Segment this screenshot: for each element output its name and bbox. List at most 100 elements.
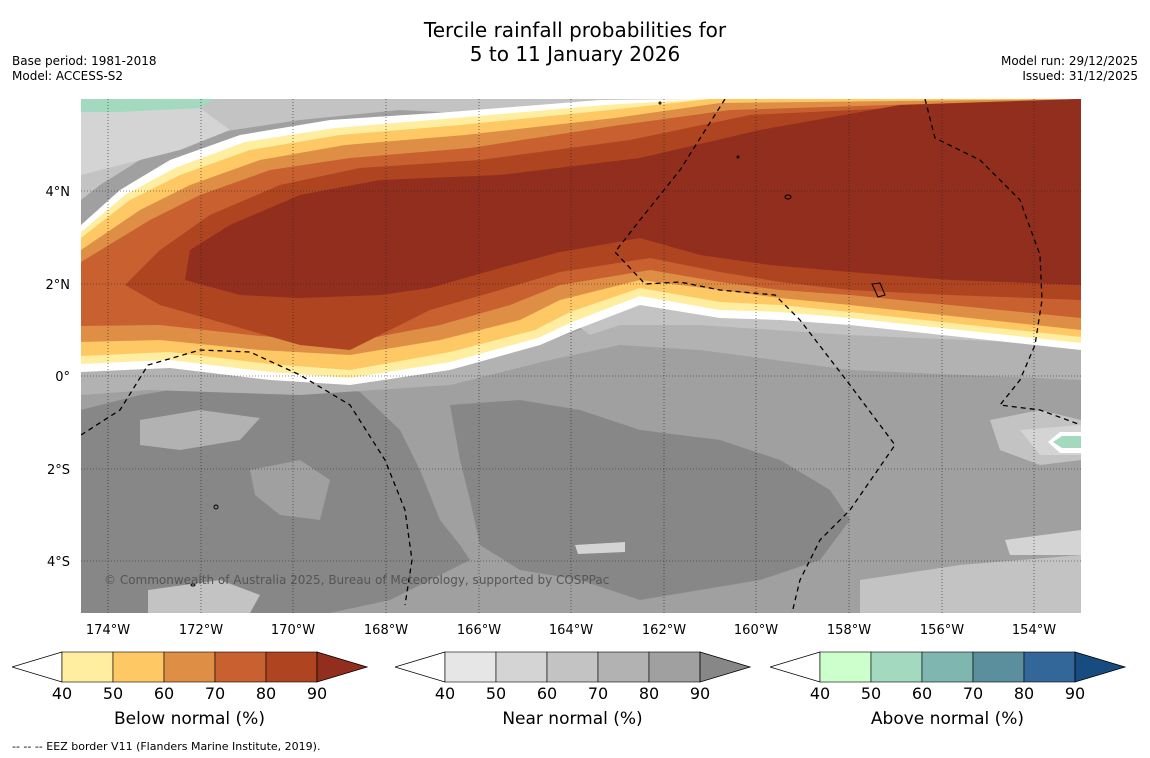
eez-footnote: -- -- -- EEZ border V11 (Flanders Marine… [12, 740, 321, 753]
near-colorbar-graphic [395, 651, 752, 683]
copyright-notice: © Commonwealth of Australia 2025, Bureau… [104, 573, 609, 587]
colorbar-tick-label: 80 [638, 684, 660, 703]
eez-borders [81, 99, 1081, 613]
colorbar-segment [163, 651, 216, 683]
model-run: Model run: 29/12/2025 [1000, 54, 1138, 68]
colorbar-tick-label: 80 [255, 684, 277, 703]
longitude-tick-label: 170°W [271, 623, 315, 638]
below-colorbar: 40 50 60 70 80 90 Below normal (%) [12, 650, 372, 740]
meta-left: Base period: 1981-2018 Model: ACCESS-S2 [12, 54, 157, 84]
colorbar-segment [265, 651, 318, 683]
longitude-labels: 174°W 172°W 170°W 168°W 166°W 164°W 162°W 160°W… [86, 623, 1056, 638]
colorbar-segment [495, 651, 548, 683]
colorbar-tick-label: 70 [204, 684, 226, 703]
near-normal-80-patch [250, 460, 330, 520]
colorbar-tick-label: 60 [536, 684, 558, 703]
longitude-tick-label: 166°W [457, 623, 501, 638]
colorbar-segment [597, 651, 650, 683]
colorbar-extend-high [699, 651, 752, 683]
below-colorbar-graphic [12, 651, 369, 683]
eez-border-right [924, 99, 1081, 426]
longitude-tick-label: 160°W [734, 623, 778, 638]
colorbar-segment [112, 651, 165, 683]
colorbar-extend-low [770, 651, 821, 683]
colorbar-segment [1023, 651, 1076, 683]
above-colorbar: 40 50 60 70 80 90 Above normal (%) [770, 650, 1130, 740]
colorbar-tick-label: 40 [434, 684, 456, 703]
colorbar-extend-high [1074, 651, 1127, 683]
colorbar-segment [972, 651, 1025, 683]
longitude-tick-label: 154°W [1012, 623, 1056, 638]
colorbar-extend-low [12, 651, 63, 683]
map-field: © Commonwealth of Australia 2025, Bureau… [81, 99, 1081, 613]
issued-date: Issued: 31/12/2025 [1022, 69, 1138, 83]
colorbar-title: Near normal (%) [502, 709, 643, 729]
latitude-tick-label: 4°S [47, 555, 70, 570]
near-colorbar: 40 50 60 70 80 90 Near normal (%) [395, 650, 755, 740]
colorbar-tick-label: 50 [485, 684, 507, 703]
latitude-tick-label: 4°N [46, 185, 71, 200]
eez-border-center [614, 99, 896, 613]
base-period: Base period: 1981-2018 [12, 54, 157, 68]
colorbar-segment [648, 651, 701, 683]
longitude-tick-label: 174°W [86, 623, 130, 638]
colorbar-tick-label: 70 [587, 684, 609, 703]
near-normal-50-patch [575, 542, 625, 554]
near-normal-60-patch [860, 555, 1081, 613]
colorbar-tick-label: 90 [689, 684, 711, 703]
near-normal-60-patch [148, 580, 260, 613]
colorbar-tick-label: 50 [860, 684, 882, 703]
island-outline [736, 155, 740, 159]
colorbar-segment [819, 651, 872, 683]
eez-border-left [81, 349, 413, 606]
colorbar-tick-label: 60 [911, 684, 933, 703]
colorbar-extend-high [316, 651, 369, 683]
latitude-tick-label: 0° [55, 370, 70, 385]
colorbar-title: Below normal (%) [114, 709, 265, 729]
meta-right: Model run: 29/12/2025 Issued: 31/12/2025 [1001, 54, 1138, 84]
below-normal-90 [185, 99, 1081, 298]
latitude-tick-label: 2°N [46, 278, 71, 293]
title-line-1: Tercile rainfall probabilities for [423, 18, 727, 42]
colorbar-segment [546, 651, 599, 683]
latitude-tick-label: 2°S [47, 463, 70, 478]
longitude-tick-label: 158°W [827, 623, 871, 638]
colorbar-tick-label: 90 [1064, 684, 1086, 703]
colorbar-tick-label: 40 [51, 684, 73, 703]
islands [190, 101, 886, 587]
colorbar-extend-low [395, 651, 446, 683]
above-normal-50-patch [81, 99, 215, 112]
colorbar-title: Above normal (%) [870, 709, 1025, 729]
longitude-tick-label: 156°W [920, 623, 964, 638]
colorbar-tick-label: 80 [1013, 684, 1035, 703]
colorbar-tick-label: 50 [102, 684, 124, 703]
island-outline [871, 282, 886, 298]
colorbar-segment [870, 651, 923, 683]
longitude-tick-label: 172°W [179, 623, 223, 638]
latitude-labels: 4°N 2°N 0° 2°S 4°S [46, 185, 71, 570]
near-normal-90-patch [450, 400, 850, 600]
island-outline [658, 101, 662, 105]
colorbar-tick-label: 60 [153, 684, 175, 703]
colorbar-segment [61, 651, 114, 683]
title-line-2: 5 to 11 January 2026 [469, 42, 681, 66]
longitude-tick-label: 164°W [549, 623, 593, 638]
above-normal-50-patch [1053, 436, 1081, 448]
longitude-tick-label: 162°W [642, 623, 686, 638]
near-normal-70-patch [140, 410, 260, 450]
colorbar-segment [444, 651, 497, 683]
island-outline [213, 504, 219, 510]
near-normal-50-north [81, 108, 230, 175]
island-outline [190, 583, 196, 587]
colorbar-tick-label: 90 [306, 684, 328, 703]
colorbar-tick-label: 40 [809, 684, 831, 703]
colorbar-segment [214, 651, 267, 683]
map-title: Tercile rainfall probabilities for 5 to … [0, 18, 1150, 66]
island-outline [784, 194, 792, 200]
near-normal-50-patch [1005, 530, 1081, 555]
colorbar-tick-label: 70 [962, 684, 984, 703]
model-name: Model: ACCESS-S2 [12, 69, 124, 83]
longitude-tick-label: 168°W [364, 623, 408, 638]
above-colorbar-graphic [770, 651, 1127, 683]
